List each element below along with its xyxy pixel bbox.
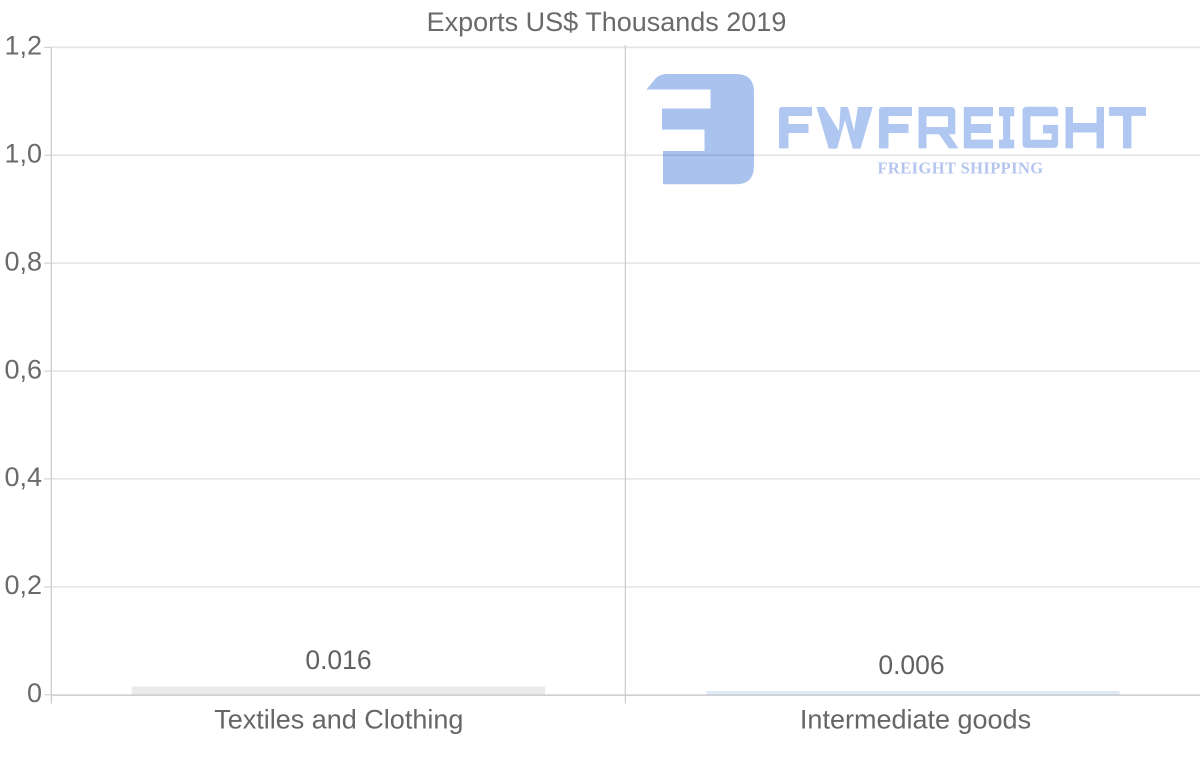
svg-text:0,8: 0,8 <box>4 246 42 276</box>
svg-text:0,2: 0,2 <box>4 570 42 600</box>
svg-text:1,2: 1,2 <box>4 31 42 61</box>
svg-text:FREIGHT SHIPPING: FREIGHT SHIPPING <box>877 158 1043 177</box>
svg-text:Textiles and Clothing: Textiles and Clothing <box>214 704 463 734</box>
svg-text:1,0: 1,0 <box>4 139 42 169</box>
svg-text:0,4: 0,4 <box>4 462 42 492</box>
svg-text:0,6: 0,6 <box>4 354 42 384</box>
svg-text:Exports US$ Thousands 2019: Exports US$ Thousands 2019 <box>427 7 787 37</box>
svg-text:0: 0 <box>27 678 42 708</box>
svg-text:0.016: 0.016 <box>305 645 371 675</box>
svg-text:Intermediate goods: Intermediate goods <box>800 704 1031 734</box>
svg-text:0.006: 0.006 <box>878 650 944 680</box>
